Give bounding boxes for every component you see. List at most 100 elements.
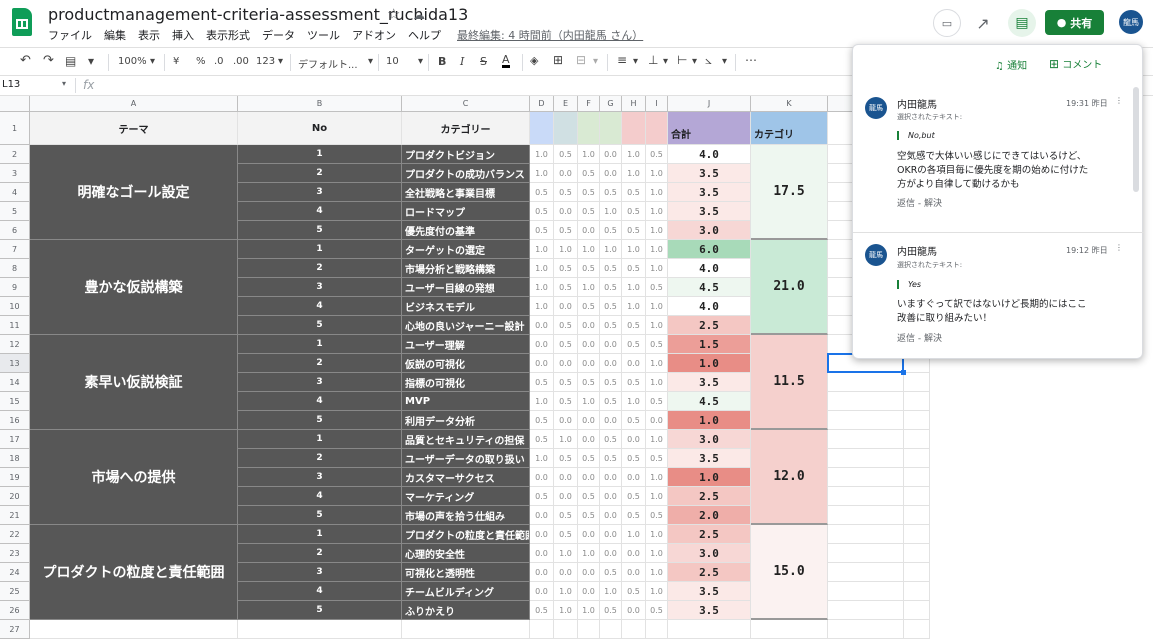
score-cell[interactable]: 0.0 bbox=[554, 487, 578, 506]
empty-cell[interactable] bbox=[828, 487, 904, 506]
score-cell[interactable]: 0.0 bbox=[554, 164, 578, 183]
score-cell[interactable]: 0.5 bbox=[622, 183, 646, 202]
score-cell[interactable]: 0.5 bbox=[622, 449, 646, 468]
menu-addons[interactable]: アドオン bbox=[352, 29, 396, 42]
score-cell[interactable]: 0.0 bbox=[622, 468, 646, 487]
score-cell[interactable]: 0.0 bbox=[578, 525, 600, 544]
row-header[interactable]: 21 bbox=[0, 506, 30, 525]
score-cell[interactable]: 0.5 bbox=[622, 335, 646, 354]
total-cell[interactable]: 3.5 bbox=[668, 183, 751, 202]
item-number-cell[interactable]: 3 bbox=[238, 183, 402, 202]
score-cell[interactable]: 1.0 bbox=[646, 373, 668, 392]
empty-cell[interactable] bbox=[828, 430, 904, 449]
empty-cell[interactable] bbox=[646, 620, 668, 639]
item-name-cell[interactable]: 心理的安全性 bbox=[402, 544, 530, 563]
total-cell[interactable]: 3.5 bbox=[668, 202, 751, 221]
total-cell[interactable]: 2.5 bbox=[668, 316, 751, 335]
comment-actions[interactable]: 返信 - 解決 bbox=[897, 199, 942, 209]
score-cell[interactable]: 0.0 bbox=[578, 411, 600, 430]
score-cell[interactable]: 0.5 bbox=[646, 278, 668, 297]
empty-cell[interactable] bbox=[828, 601, 904, 620]
comment-more-icon[interactable]: ⋮ bbox=[1115, 243, 1123, 252]
score-cell[interactable]: 0.5 bbox=[530, 601, 554, 620]
row-header[interactable]: 20 bbox=[0, 487, 30, 506]
currency-button[interactable]: ¥ bbox=[173, 56, 180, 67]
empty-cell[interactable] bbox=[828, 506, 904, 525]
score-cell[interactable]: 0.5 bbox=[646, 145, 668, 164]
score-cell[interactable]: 0.5 bbox=[578, 487, 600, 506]
score-cell[interactable]: 0.5 bbox=[600, 278, 622, 297]
score-cell[interactable]: 0.0 bbox=[646, 411, 668, 430]
menu-data[interactable]: データ bbox=[262, 29, 295, 42]
score-cell[interactable]: 1.0 bbox=[646, 183, 668, 202]
item-name-cell[interactable]: 優先度付の基準 bbox=[402, 221, 530, 240]
item-name-cell[interactable]: 全社戦略と事業目標 bbox=[402, 183, 530, 202]
score-cell[interactable]: 1.0 bbox=[646, 202, 668, 221]
empty-cell[interactable] bbox=[30, 620, 238, 639]
empty-cell[interactable] bbox=[904, 525, 930, 544]
comment-history-button[interactable]: ▤ bbox=[1008, 9, 1036, 37]
share-button[interactable]: ● 共有 bbox=[1045, 10, 1104, 35]
score-cell[interactable]: 0.0 bbox=[578, 221, 600, 240]
item-number-cell[interactable]: 5 bbox=[238, 316, 402, 335]
more-formats-dropdown-icon[interactable]: ▾ bbox=[278, 56, 284, 67]
total-cell[interactable]: 2.5 bbox=[668, 487, 751, 506]
score-cell[interactable]: 0.0 bbox=[600, 354, 622, 373]
column-header-c[interactable]: C bbox=[402, 96, 530, 112]
merge-cells-icon[interactable]: ⊟ bbox=[576, 53, 587, 67]
score-cell[interactable]: 1.0 bbox=[646, 354, 668, 373]
font-size-dropdown-icon[interactable]: ▾ bbox=[418, 56, 424, 67]
score-cell[interactable]: 0.5 bbox=[600, 392, 622, 411]
row-header[interactable]: 6 bbox=[0, 221, 30, 240]
present-meeting-button[interactable]: ▭ bbox=[933, 9, 961, 37]
row-header[interactable]: 24 bbox=[0, 563, 30, 582]
score-cell[interactable]: 0.0 bbox=[530, 563, 554, 582]
score-cell[interactable]: 0.5 bbox=[646, 392, 668, 411]
score-cell[interactable]: 0.5 bbox=[554, 145, 578, 164]
score-cell[interactable]: 0.5 bbox=[530, 202, 554, 221]
empty-cell[interactable] bbox=[238, 620, 402, 639]
more-tools-icon[interactable]: ⋯ bbox=[745, 53, 757, 67]
total-cell[interactable]: 3.0 bbox=[668, 430, 751, 449]
empty-cell[interactable] bbox=[828, 525, 904, 544]
score-cell[interactable]: 1.0 bbox=[646, 221, 668, 240]
score-cell[interactable]: 0.0 bbox=[600, 164, 622, 183]
column-header-f[interactable]: F bbox=[578, 96, 600, 112]
valign-dropdown-icon[interactable]: ▾ bbox=[663, 56, 669, 67]
score-cell[interactable]: 0.5 bbox=[600, 316, 622, 335]
add-comment-button[interactable]: ⊞ コメント bbox=[1049, 56, 1102, 71]
item-name-cell[interactable]: チームビルディング bbox=[402, 582, 530, 601]
row-header[interactable]: 4 bbox=[0, 183, 30, 202]
total-cell[interactable]: 1.0 bbox=[668, 468, 751, 487]
row-header[interactable]: 14 bbox=[0, 373, 30, 392]
score-cell[interactable]: 0.5 bbox=[622, 259, 646, 278]
category-sum-cell[interactable]: 12.0 bbox=[751, 430, 828, 525]
score-cell[interactable]: 1.0 bbox=[554, 544, 578, 563]
score-cell[interactable]: 1.0 bbox=[530, 240, 554, 259]
empty-cell[interactable] bbox=[904, 544, 930, 563]
score-cell[interactable]: 1.0 bbox=[530, 259, 554, 278]
category-sum-cell[interactable]: 17.5 bbox=[751, 145, 828, 240]
text-rotation-icon[interactable]: ⦣ bbox=[705, 53, 712, 67]
item-name-cell[interactable]: ビジネスモデル bbox=[402, 297, 530, 316]
row-header[interactable]: 18 bbox=[0, 449, 30, 468]
score-cell[interactable]: 0.0 bbox=[530, 582, 554, 601]
item-name-cell[interactable]: マーケティング bbox=[402, 487, 530, 506]
empty-cell[interactable] bbox=[904, 449, 930, 468]
menu-file[interactable]: ファイル bbox=[48, 29, 92, 42]
item-name-cell[interactable]: ユーザー理解 bbox=[402, 335, 530, 354]
empty-cell[interactable] bbox=[828, 468, 904, 487]
empty-cell[interactable] bbox=[904, 468, 930, 487]
theme-cell[interactable]: 豊かな仮説構築 bbox=[30, 240, 238, 335]
score-cell[interactable]: 0.5 bbox=[622, 221, 646, 240]
item-number-cell[interactable]: 1 bbox=[238, 430, 402, 449]
row-header[interactable]: 19 bbox=[0, 468, 30, 487]
score-cell[interactable]: 0.0 bbox=[530, 354, 554, 373]
text-color-icon[interactable]: A bbox=[502, 53, 510, 68]
item-number-cell[interactable]: 5 bbox=[238, 411, 402, 430]
row-header[interactable]: 3 bbox=[0, 164, 30, 183]
item-number-cell[interactable]: 2 bbox=[238, 259, 402, 278]
item-number-cell[interactable]: 1 bbox=[238, 335, 402, 354]
item-name-cell[interactable]: カスタマーサクセス bbox=[402, 468, 530, 487]
score-cell[interactable]: 0.5 bbox=[622, 487, 646, 506]
